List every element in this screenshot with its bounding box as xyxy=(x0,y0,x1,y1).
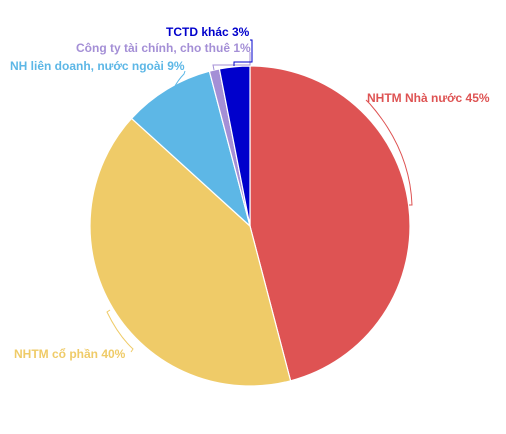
pie-slice-1 xyxy=(249,65,411,382)
slice-label-1: NHTM Nhà nước 45% xyxy=(367,91,490,105)
leader-line-1 xyxy=(365,99,413,206)
slice-label-2: NHTM cổ phần 40% xyxy=(14,347,126,361)
pie-slice-5 xyxy=(218,65,251,227)
slices-layer xyxy=(89,65,411,387)
slice-label-4: Công ty tài chính, cho thuê 1% xyxy=(76,41,251,55)
leaders-layer xyxy=(106,39,413,353)
pie-slice-2 xyxy=(89,117,292,387)
leader-line-2 xyxy=(106,309,134,353)
slice-label-3: NH liên doanh, nước ngoài 9% xyxy=(10,59,185,73)
labels-layer: NHTM Nhà nước 45% NHTM cổ phần 40% NH liên… xyxy=(10,25,490,361)
leader-line-3 xyxy=(173,70,186,89)
leader-line-5 xyxy=(233,39,253,66)
slice-label-5: TCTD khác 3% xyxy=(166,25,250,39)
leader-line-4 xyxy=(212,52,251,71)
pie-slice-3 xyxy=(130,70,252,228)
